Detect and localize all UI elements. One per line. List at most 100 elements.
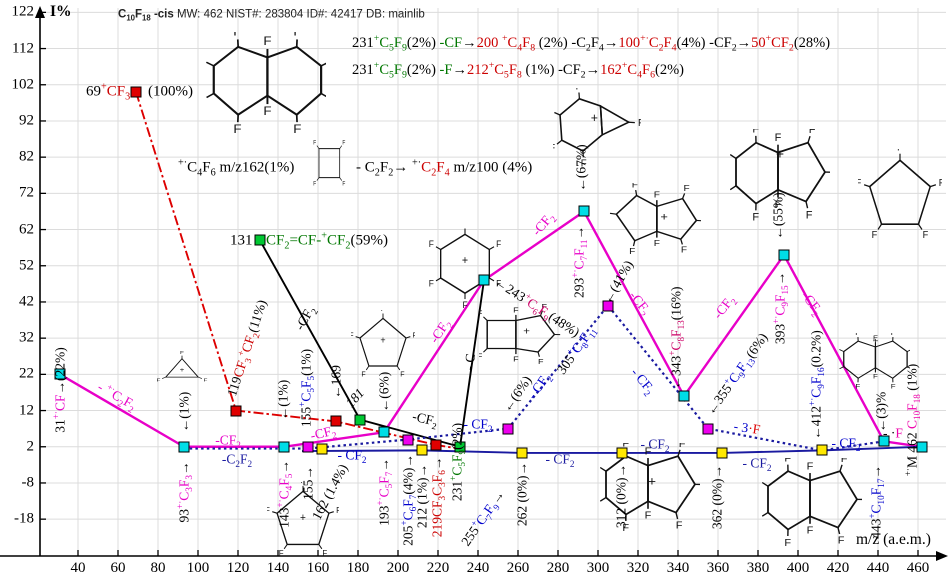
fluorine-atom-label: F <box>807 525 814 537</box>
fluorine-atom-label: F <box>638 118 641 129</box>
bond <box>762 511 769 517</box>
charge-plus-label: + <box>648 474 656 489</box>
annotation-c2f4: - C2F2→ +·C2F4 m/z100 (4%) <box>356 157 533 179</box>
bond <box>283 544 288 550</box>
data-point-193 <box>378 426 390 438</box>
label-362: 362 (0%)→ <box>709 464 725 530</box>
fluorine-atom-label: F <box>838 535 845 547</box>
fluorine-atom-label: F <box>263 105 272 118</box>
data-point-181 <box>354 414 366 426</box>
spectrum-header: C10F18 -cis MW: 462 NIST#: 283804 ID#: 4… <box>118 8 425 23</box>
fluorine-atom-label: F <box>496 239 502 249</box>
structure-cyclohexenyl-cation: F F F F F F + <box>429 226 502 310</box>
label-181: 181 <box>342 385 368 411</box>
loss-cf2-blue-1: - CF2 <box>337 447 367 465</box>
label-212: 212 (1%)→ <box>414 463 430 529</box>
fluorine-atom-label: F <box>541 303 547 311</box>
data-point-69 <box>130 86 142 98</box>
x-tick-label: 320 <box>626 560 650 576</box>
fluorine-atom-label: F <box>351 330 354 339</box>
fluorine-atom-label: F <box>361 369 366 378</box>
fluorine-atom-label: F <box>381 310 386 313</box>
fluorine-atom-label: F <box>622 522 629 534</box>
data-point-462 <box>916 441 928 453</box>
fluorine-atom-label: F <box>681 245 687 254</box>
loss-cf2-blue-3: - CF2 <box>524 373 556 403</box>
fluorine-atom-label: F <box>841 458 848 465</box>
fluorine-atom-label: F <box>622 443 629 449</box>
x-tick-label: 100 <box>186 560 210 576</box>
data-point-443 <box>878 435 890 447</box>
fluorine-atom-label: F <box>873 372 879 380</box>
y-tick-label: -8 <box>21 474 35 491</box>
x-tick-label: 120 <box>226 560 250 576</box>
bond <box>537 351 540 357</box>
y-tick-label: 112 <box>12 40 34 57</box>
x-tick-label: 380 <box>746 560 770 576</box>
bond <box>198 376 203 379</box>
annotation-131-num: 131 <box>230 232 253 249</box>
label-393-pct: ←(55%) <box>770 192 786 240</box>
fluorine-atom-label: F <box>855 333 861 337</box>
fluorine-atom-label: F <box>806 209 813 221</box>
data-point-305 <box>602 300 614 312</box>
reaction-line-1: 231+C5F9(2%) -CF→200 +C4F8 (2%) -C2F4→10… <box>352 32 831 54</box>
annotation-131-formula: CF2=CF-+CF2(59%) <box>266 230 388 252</box>
y-tick-label: -18 <box>14 510 34 527</box>
fluorine-atom-label: F <box>301 482 306 485</box>
fluorine-atom-label: F <box>645 510 652 522</box>
bond <box>677 449 681 457</box>
bond <box>635 189 638 196</box>
bond <box>482 316 488 321</box>
label-262: 262 (0%)→ <box>514 461 530 527</box>
fluorine-atom-label: F <box>157 378 162 383</box>
bond <box>539 310 543 316</box>
x-tick-label: 200 <box>386 560 410 576</box>
x-axis-title: m/z (a.e.m.) <box>856 531 931 548</box>
y-axis-arrow-icon <box>35 6 45 18</box>
x-tick-label: 240 <box>466 560 490 576</box>
loss-cf2-magenta-3: -CF2 <box>426 319 456 346</box>
x-tick-label: 260 <box>506 560 530 576</box>
ring <box>868 159 932 226</box>
x-tick-label: 420 <box>826 560 850 576</box>
bond <box>339 177 343 181</box>
bond <box>161 376 166 379</box>
y-tick-label: 62 <box>19 221 34 238</box>
x-tick-label: 340 <box>666 560 690 576</box>
x-tick-label: 300 <box>586 560 610 576</box>
ring <box>647 455 697 514</box>
bond <box>918 223 923 230</box>
x-tick-label: 400 <box>786 560 810 576</box>
loss-cf2-magenta-5: -CF2 <box>626 288 652 320</box>
ring <box>515 314 556 353</box>
loss-c-black: - C <box>461 352 479 372</box>
data-point-93 <box>178 441 190 453</box>
charge-plus-label: + <box>660 210 668 223</box>
bond <box>272 511 278 514</box>
label-143: 143+·C4F5→ <box>274 460 294 528</box>
y-tick-label: 32 <box>19 329 34 346</box>
label-231: 231+C5F9(2%) <box>447 422 467 502</box>
charge-plus-label: + <box>872 336 878 345</box>
charge-plus-label: + <box>462 254 468 267</box>
loss-3f-blue: - 3·F <box>732 418 762 438</box>
x-tick-label: 80 <box>150 560 166 576</box>
loss-c2f2-navy: -C2F2 <box>221 451 253 469</box>
structure-cyclobutene-C4F6: F F F F <box>313 140 346 188</box>
ring <box>276 490 330 546</box>
fluorine-atom-label: F <box>752 129 759 135</box>
fluorine-atom-label: F <box>676 520 683 532</box>
y-tick-label: 2 <box>26 438 35 455</box>
label-393: 393+·C9F15→ <box>770 271 790 345</box>
bond <box>762 481 769 487</box>
fluorine-atom-label: F <box>807 461 814 473</box>
bond <box>681 193 686 199</box>
data-point-31 <box>54 368 66 380</box>
bond <box>807 135 811 143</box>
fluorine-atom-label: F <box>855 382 861 390</box>
data-point-412 <box>816 444 828 456</box>
